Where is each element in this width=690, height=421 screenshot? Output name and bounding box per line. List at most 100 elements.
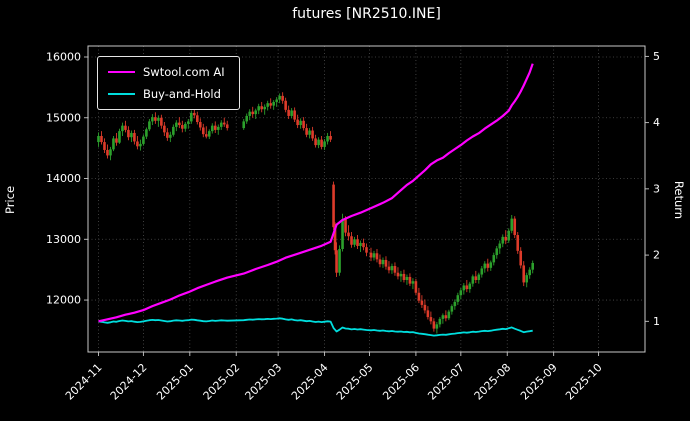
candle-body: [474, 276, 478, 280]
candle-body: [387, 266, 391, 271]
date-tick-label: 2025-04: [289, 361, 331, 403]
candle-body: [163, 125, 166, 133]
date-tick-label: 2025-05: [334, 361, 376, 403]
candle-body: [201, 127, 205, 135]
candle-body: [338, 249, 341, 273]
candle-body: [275, 99, 278, 102]
candle-body: [353, 239, 356, 245]
candle-body: [393, 266, 397, 273]
buy-and-hold-line: [98, 317, 533, 337]
candle-body: [332, 184, 335, 228]
price-tick-label: 13000: [46, 233, 81, 246]
candle-body: [281, 95, 284, 101]
price-tick-label: 15000: [46, 111, 81, 124]
candle-body: [365, 247, 368, 253]
candle-body: [136, 141, 139, 147]
candle-body: [225, 124, 229, 129]
candle-body: [314, 138, 317, 146]
candle-body: [465, 285, 469, 290]
return-tick-label: 1: [653, 315, 660, 328]
candle-body: [453, 301, 457, 307]
candle-body: [441, 315, 445, 319]
candle-body: [320, 139, 323, 147]
date-tick-label: 2025-01: [154, 361, 196, 403]
candle-body: [450, 306, 454, 312]
price-tick-label: 12000: [46, 294, 81, 307]
candle-body: [378, 259, 382, 265]
date-tick-label: 2025-03: [243, 361, 285, 403]
return-tick-label: 5: [653, 50, 660, 63]
candle-body: [121, 125, 124, 132]
date-tick-label: 2025-06: [380, 361, 422, 403]
candle-body: [175, 122, 178, 127]
candle-body: [432, 321, 436, 329]
candle-body: [459, 290, 463, 296]
candle-body: [510, 218, 514, 231]
candle-body: [468, 283, 472, 290]
candle-body: [486, 263, 490, 268]
candle-body: [193, 112, 196, 116]
candle-body: [222, 122, 226, 125]
candle-body: [311, 130, 314, 139]
date-tick-label: 2024-12: [108, 361, 150, 403]
candle-body: [266, 103, 269, 107]
candle-body: [504, 236, 508, 241]
candle-body: [435, 324, 439, 329]
candle-body: [219, 122, 223, 127]
date-tick-label: 2025-02: [201, 361, 243, 403]
return-tick-label: 3: [653, 182, 660, 195]
plot-border: [87, 45, 646, 353]
candle-body: [372, 253, 376, 258]
candle-body: [471, 276, 475, 284]
date-tick-label: 2025-07: [425, 361, 467, 403]
candle-body: [172, 126, 175, 135]
legend-item-ai: Swtool.com AI: [108, 65, 225, 79]
candle-body: [106, 149, 109, 156]
candle-body: [151, 117, 154, 122]
date-tick-label: 2024-11: [63, 361, 105, 403]
ai-line-swatch: [108, 71, 135, 73]
price-tick-label: 14000: [46, 172, 81, 185]
candle-body: [166, 132, 169, 138]
candle-body: [260, 106, 263, 110]
candle-body: [411, 281, 415, 284]
price-tick-label: 16000: [46, 50, 81, 63]
candle-body: [480, 268, 484, 275]
candle-body: [375, 253, 379, 260]
candle-body: [501, 236, 505, 244]
candle-body: [402, 273, 406, 280]
candle-body: [299, 120, 302, 126]
candle-body: [420, 300, 424, 305]
candle-body: [142, 136, 145, 144]
candle-body: [396, 272, 400, 277]
candle-body: [100, 135, 103, 143]
chart-title: futures [NR2510.INE]: [292, 6, 441, 22]
candle-body: [531, 262, 535, 270]
candle-body: [323, 141, 326, 147]
candle-body: [302, 120, 305, 129]
candle-body: [204, 134, 208, 137]
candle-body: [248, 111, 252, 116]
candle-body: [118, 131, 121, 143]
candle-body: [190, 112, 193, 122]
candle-body: [251, 111, 255, 115]
return-tick-label: 4: [653, 116, 660, 129]
candle-body: [414, 281, 418, 293]
candle-body: [317, 139, 320, 146]
date-tick-label: 2025-10: [563, 361, 605, 403]
candle-body: [333, 227, 337, 251]
legend-label-ai: Swtool.com AI: [143, 65, 225, 79]
candle-body: [133, 132, 136, 142]
candle-body: [196, 115, 199, 123]
candle-body: [513, 218, 517, 236]
candle-body: [519, 250, 523, 266]
candle-body: [390, 266, 394, 271]
candle-body: [112, 138, 115, 150]
candle-body: [408, 276, 412, 284]
date-tick-label: 2025-09: [518, 361, 560, 403]
candle-body: [329, 135, 332, 140]
candle-body: [516, 235, 520, 251]
candle-body: [483, 263, 487, 269]
candle-body: [477, 274, 481, 280]
